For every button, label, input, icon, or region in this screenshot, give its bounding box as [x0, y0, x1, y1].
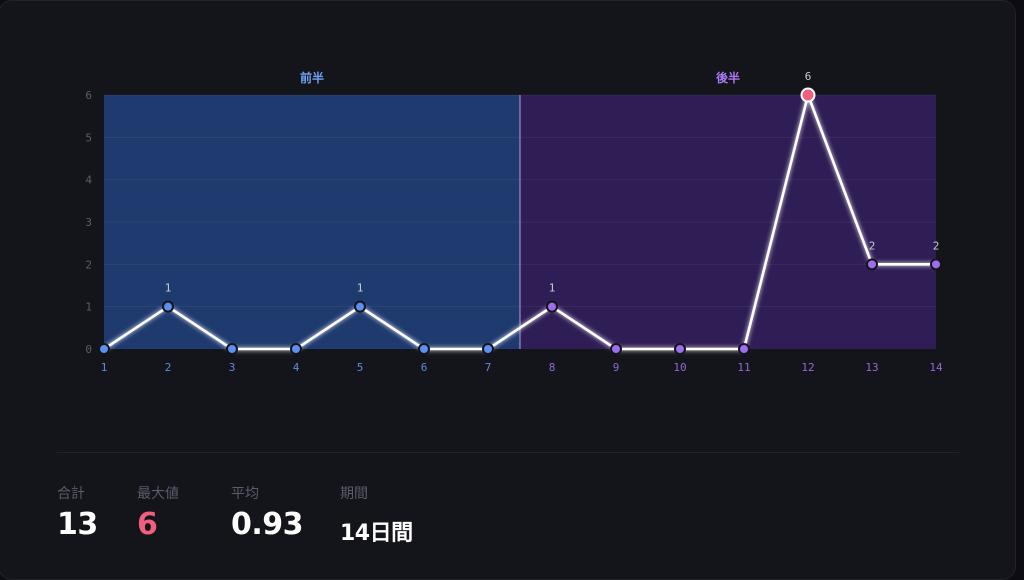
period-value: 14日間 [340, 521, 413, 546]
data-label: 6 [805, 70, 812, 83]
y-tick-label: 0 [85, 343, 92, 356]
x-tick-label: 6 [421, 361, 428, 374]
region-label-2: 後半 [716, 70, 740, 85]
data-point [546, 300, 558, 313]
x-tick-label: 12 [801, 361, 814, 374]
x-tick-label: 3 [229, 361, 236, 374]
series-line [103, 93, 936, 351]
max-value: 6 [137, 507, 158, 542]
avg-value: 0.93 [231, 507, 304, 542]
x-tick-label: 10 [673, 361, 686, 374]
data-point [418, 343, 430, 355]
data-point [482, 343, 494, 355]
data-label: 1 [549, 282, 556, 295]
region-label-1: 前半 [300, 70, 324, 85]
data-point [674, 343, 686, 355]
data-label: 2 [869, 239, 876, 252]
x-tick-label: 9 [613, 361, 620, 374]
data-label: 2 [933, 239, 940, 252]
x-tick-label: 7 [485, 361, 492, 374]
data-point [738, 343, 750, 355]
avg-label: 平均 [231, 486, 259, 502]
divider [57, 452, 959, 453]
data-point [354, 300, 366, 313]
data-label: 1 [357, 282, 364, 295]
data-point [610, 343, 622, 355]
x-tick-label: 1 [101, 361, 108, 374]
y-tick-label: 3 [85, 216, 92, 229]
data-point [290, 343, 302, 355]
y-tick-label: 2 [85, 258, 92, 271]
total-value: 13 [57, 507, 98, 542]
x-tick-label: 2 [165, 361, 172, 374]
y-tick-label: 5 [85, 131, 92, 144]
y-tick-label: 1 [85, 301, 92, 314]
x-tick-label: 5 [357, 361, 364, 374]
period-label: 期間 [340, 486, 368, 502]
y-tick-label: 4 [85, 174, 92, 187]
y-tick-label: 6 [85, 89, 92, 102]
max-label: 最大値 [137, 486, 179, 502]
x-tick-label: 11 [737, 361, 750, 374]
data-point [930, 258, 942, 271]
x-tick-label: 8 [549, 361, 556, 374]
data-point [866, 258, 878, 271]
data-label: 1 [165, 282, 172, 295]
total-label: 合計 [57, 486, 85, 502]
data-point [98, 343, 110, 355]
x-tick-label: 4 [293, 361, 300, 374]
x-tick-label: 13 [865, 361, 878, 374]
data-point [800, 87, 816, 103]
region-bg-2 [520, 95, 936, 349]
data-point [226, 343, 238, 355]
x-tick-label: 14 [929, 361, 943, 374]
data-point [162, 300, 174, 313]
